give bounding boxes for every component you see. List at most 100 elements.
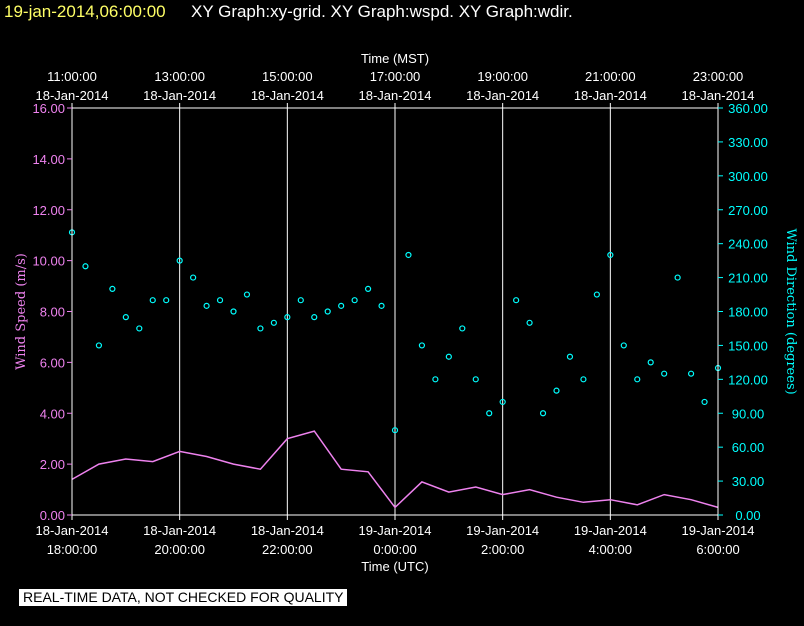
bottom-tick-time: 4:00:00 [589, 542, 632, 557]
bottom-tick-date: 19-Jan-2014 [466, 523, 539, 538]
wind-direction-point [257, 325, 264, 332]
wind-direction-point [284, 314, 291, 321]
wind-direction-point [593, 291, 600, 298]
bottom-tick-time: 20:00:00 [154, 542, 205, 557]
right-tick-label: 30.00 [732, 474, 765, 489]
left-tick-label: 2.00 [40, 457, 65, 472]
bottom-tick-time: 18:00:00 [47, 542, 98, 557]
wind-direction-point [391, 427, 399, 434]
right-tick-label: 0.00 [735, 508, 760, 523]
wind-direction-point [270, 319, 277, 326]
top-axis-title: Time (MST) [361, 51, 429, 66]
wind-direction-point [634, 376, 641, 383]
wind-direction-point [539, 410, 547, 417]
bottom-tick-time: 2:00:00 [481, 542, 524, 557]
header-graph-list: XY Graph:xy-grid. XY Graph:wspd. XY Grap… [191, 2, 573, 21]
right-tick-label: 210.00 [728, 271, 768, 286]
top-tick-time: 15:00:00 [262, 69, 313, 84]
left-tick-label: 6.00 [40, 355, 65, 370]
wind-direction-point [580, 376, 587, 383]
wind-direction-point [418, 342, 426, 349]
wind-direction-point [216, 297, 224, 304]
wind-direction-point [553, 387, 560, 394]
wind-direction-point [109, 285, 116, 292]
wind-direction-point [176, 257, 183, 264]
left-tick-label: 12.00 [32, 203, 65, 218]
wind-direction-point [661, 370, 668, 377]
wind-direction-point [364, 285, 372, 292]
top-tick-date: 18-Jan-2014 [682, 88, 755, 103]
wind-direction-point [513, 297, 520, 304]
wind-direction-point [136, 325, 143, 332]
header-date-time: 19-jan-2014,06:00:00 [4, 2, 166, 21]
right-tick-label: 270.00 [728, 203, 768, 218]
wind-direction-point [566, 353, 574, 360]
bottom-tick-date: 19-Jan-2014 [574, 523, 647, 538]
right-tick-label: 150.00 [728, 338, 768, 353]
left-tick-label: 0.00 [40, 508, 65, 523]
wind-direction-point [607, 251, 614, 259]
bottom-tick-date: 19-Jan-2014 [682, 523, 755, 538]
wind-direction-point [324, 308, 331, 315]
right-tick-label: 360.00 [728, 101, 768, 116]
wind-direction-point [122, 314, 129, 321]
wind-direction-point [499, 398, 506, 406]
quality-notice: REAL-TIME DATA, NOT CHECKED FOR QUALITY [19, 589, 348, 606]
bottom-tick-date: 18-Jan-2014 [143, 523, 216, 538]
wind-direction-point [486, 410, 493, 417]
left-axis-title: Wind Speed (m/s) [14, 253, 29, 370]
wind-direction-point [701, 398, 708, 406]
wind-direction-point [459, 325, 466, 332]
wind-direction-point [203, 302, 210, 309]
wind-direction-point [163, 297, 170, 304]
wind-direction-point [190, 274, 197, 281]
wind-direction-point [472, 376, 479, 383]
wind-direction-point [647, 359, 654, 366]
right-axis-title: Wind Direction (degrees) [783, 228, 798, 394]
bottom-tick-date: 18-Jan-2014 [251, 523, 324, 538]
wind-direction-point [243, 291, 251, 298]
left-tick-label: 4.00 [40, 406, 65, 421]
wind-direction-point [405, 251, 412, 259]
wind-direction-point [82, 263, 89, 270]
right-tick-label: 240.00 [728, 237, 768, 252]
bottom-tick-time: 22:00:00 [262, 542, 313, 557]
bottom-tick-time: 6:00:00 [696, 542, 739, 557]
top-tick-date: 18-Jan-2014 [36, 88, 109, 103]
wind-direction-point [95, 342, 103, 349]
wind-direction-point [445, 353, 452, 360]
top-tick-date: 18-Jan-2014 [359, 88, 432, 103]
left-tick-label: 8.00 [40, 305, 65, 320]
wind-direction-point [526, 319, 533, 326]
right-tick-label: 60.00 [732, 440, 765, 455]
right-tick-label: 120.00 [728, 372, 768, 387]
wind-direction-point [674, 274, 681, 281]
wind-direction-point [351, 297, 358, 304]
right-tick-label: 180.00 [728, 305, 768, 320]
top-tick-date: 18-Jan-2014 [143, 88, 216, 103]
left-tick-label: 10.00 [32, 254, 65, 269]
top-tick-date: 18-Jan-2014 [251, 88, 324, 103]
top-tick-time: 23:00:00 [693, 69, 744, 84]
wind-direction-point [149, 297, 156, 304]
wind-direction-point [297, 297, 304, 304]
top-tick-time: 19:00:00 [477, 69, 528, 84]
top-tick-time: 17:00:00 [370, 69, 421, 84]
wind-direction-point [620, 342, 627, 349]
left-tick-label: 16.00 [32, 101, 65, 116]
top-tick-time: 21:00:00 [585, 69, 636, 84]
bottom-tick-date: 18-Jan-2014 [36, 523, 109, 538]
wind-direction-point [378, 302, 385, 309]
wind-direction-point [432, 376, 439, 383]
wind-direction-point [230, 308, 237, 315]
top-tick-date: 18-Jan-2014 [466, 88, 539, 103]
top-tick-date: 18-Jan-2014 [574, 88, 647, 103]
right-tick-label: 90.00 [732, 406, 765, 421]
wind-direction-point [687, 370, 695, 377]
right-tick-label: 300.00 [728, 169, 768, 184]
bottom-axis-title: Time (UTC) [361, 559, 428, 574]
bottom-tick-date: 19-Jan-2014 [359, 523, 432, 538]
wind-speed-line [71, 430, 719, 509]
wind-direction-point [338, 302, 345, 309]
